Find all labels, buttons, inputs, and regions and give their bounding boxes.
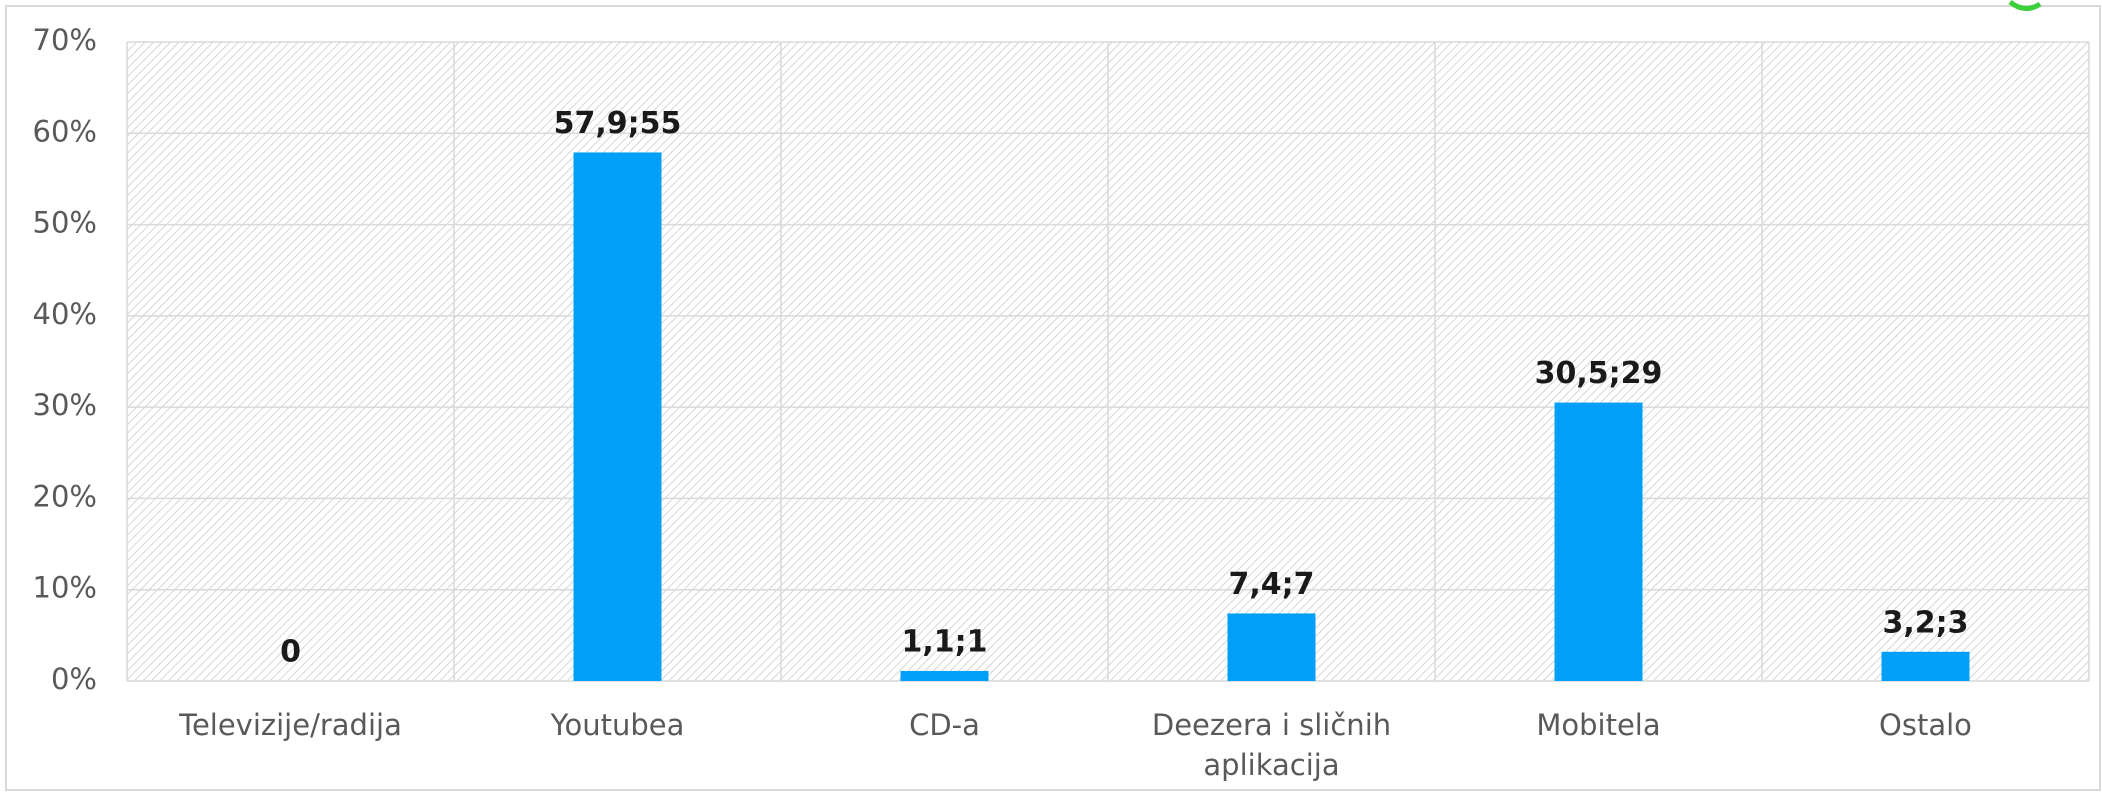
decoration [2008,0,2042,11]
y-tick-label: 60% [33,114,97,148]
bar [1881,651,1970,681]
x-tick-label: Televizije/radija [179,708,402,742]
y-tick-label: 70% [33,23,97,57]
x-tick-label: Youtubea [550,708,685,742]
data-label: 3,2;3 [1882,605,1968,640]
data-label: 1,1;1 [901,624,987,659]
x-tick-label: Ostalo [1879,708,1972,742]
bar [1227,613,1316,681]
y-tick-label: 20% [33,479,97,513]
data-label: 57,9;55 [554,106,682,141]
y-tick-label: 40% [33,297,97,331]
data-label: 7,4;7 [1228,567,1314,602]
bar [900,670,989,681]
bar [573,152,662,682]
x-tick-label: Mobitela [1536,708,1661,742]
bar [1554,402,1643,681]
data-label: 30,5;29 [1535,356,1663,391]
data-label: 0 [280,635,301,670]
y-tick-label: 50% [33,206,97,240]
x-tick-label: CD-a [909,708,980,742]
y-tick-label: 0% [51,662,97,696]
x-tick-label: Deezera i sličnih aplikacija [1151,708,1392,782]
chart-frame [5,5,2101,791]
y-tick-label: 10% [33,571,97,605]
y-tick-label: 30% [33,388,97,422]
